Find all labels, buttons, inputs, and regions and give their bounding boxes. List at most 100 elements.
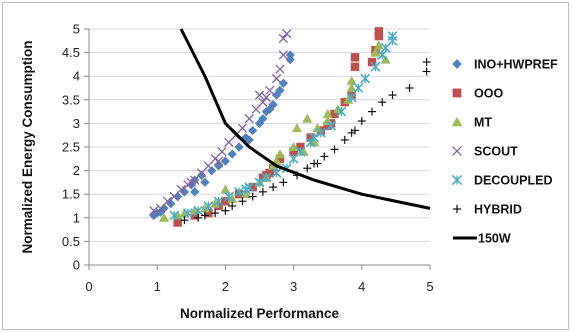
y-tick-label: 3.5 xyxy=(62,92,80,107)
x-axis-title: Normalized Performance xyxy=(180,306,340,321)
data-point-plus xyxy=(221,206,230,215)
data-point-star xyxy=(346,92,357,103)
legend-item: DECOUPLED xyxy=(451,174,552,188)
data-point-triangle xyxy=(322,108,333,118)
data-point-x xyxy=(261,92,271,103)
legend-marker-star xyxy=(451,174,463,186)
legend-label: INO+HWPREF xyxy=(474,58,558,72)
tick-labels: 0 0.5 1 1.5 2 2.5 3 3.5 4 4.5 5 0 1 2 3 4 5 xyxy=(62,22,434,295)
data-point-plus xyxy=(378,98,387,107)
data-point-x xyxy=(176,184,186,195)
y-tick-label: 1 xyxy=(73,210,80,225)
data-point-star xyxy=(326,120,337,131)
data-point-star xyxy=(254,177,265,188)
legend-item: MT xyxy=(451,116,492,130)
legend-label: OOO xyxy=(474,87,503,101)
data-point-plus xyxy=(200,211,209,220)
data-point-triangle xyxy=(343,94,354,104)
power-budget-line xyxy=(179,28,431,210)
data-point-star xyxy=(271,167,282,178)
data-point-square xyxy=(306,133,315,142)
data-point-plus xyxy=(279,178,288,187)
x-tick-label: 1 xyxy=(154,279,161,294)
data-point-star xyxy=(353,83,364,93)
data-point-star xyxy=(370,61,381,72)
data-point-diamond xyxy=(196,170,207,180)
x-tick-label: 4 xyxy=(358,279,365,294)
legend-label: HYBRID xyxy=(474,203,522,217)
grid-lines xyxy=(89,28,430,242)
data-point-x xyxy=(265,85,275,96)
data-point-square xyxy=(190,211,199,220)
data-point-star xyxy=(193,205,204,216)
data-point-triangle xyxy=(268,160,279,170)
y-tick-label: 2 xyxy=(73,163,80,178)
data-point-plus xyxy=(320,152,329,161)
data-point-square xyxy=(374,31,384,41)
legend-item: INO+HWPREF xyxy=(452,58,558,72)
data-point-triangle xyxy=(288,142,299,151)
data-point-x xyxy=(244,114,254,124)
x-tick-label: 3 xyxy=(290,279,297,294)
data-point-triangle xyxy=(322,116,333,126)
data-point-plus xyxy=(422,58,431,67)
legend-marker-x xyxy=(452,146,462,156)
legend-item: HYBRID xyxy=(452,203,522,217)
data-point-x xyxy=(258,97,268,107)
data-point-square xyxy=(296,142,305,152)
data-point-square xyxy=(221,197,230,206)
legend-label: MT xyxy=(474,116,492,130)
data-point-star xyxy=(223,191,234,202)
y-tick-label: 4.5 xyxy=(62,45,80,60)
data-point-triangle xyxy=(373,40,384,50)
data-point-x xyxy=(271,73,282,84)
data-point-triangle xyxy=(220,184,231,194)
y-tick-label: 2.5 xyxy=(62,140,80,155)
x-tick-label: 5 xyxy=(426,279,433,294)
y-tick-label: 5 xyxy=(73,22,80,37)
data-point-star xyxy=(360,73,371,84)
data-point-triangle xyxy=(159,212,170,222)
legend-item: SCOUT xyxy=(452,145,518,159)
data-point-star xyxy=(336,106,347,117)
data-point-plus xyxy=(180,216,189,225)
data-point-diamond xyxy=(268,99,278,110)
y-tick-label: 1.5 xyxy=(62,187,80,202)
data-point-plus xyxy=(211,209,220,218)
power-line xyxy=(179,28,431,210)
data-point-plus xyxy=(330,145,339,154)
data-points xyxy=(149,27,431,227)
data-point-diamond xyxy=(278,78,288,88)
data-point-x xyxy=(278,33,289,44)
data-point-plus xyxy=(350,126,359,135)
data-point-diamond xyxy=(275,85,285,95)
y-tick-label: 3 xyxy=(73,116,80,131)
data-point-star xyxy=(309,132,320,143)
data-point-diamond xyxy=(248,125,258,136)
data-point-plus xyxy=(258,187,267,196)
data-point-star xyxy=(240,184,251,195)
data-point-plus xyxy=(303,164,312,173)
data-point-triangle xyxy=(370,47,381,57)
data-point-square xyxy=(248,182,257,192)
data-point-x xyxy=(149,206,159,216)
data-point-x xyxy=(254,90,265,100)
data-point-triangle xyxy=(292,123,303,133)
data-point-diamond xyxy=(258,114,268,124)
data-point-plus xyxy=(238,197,247,206)
data-point-x xyxy=(275,64,285,74)
data-point-diamond xyxy=(285,50,295,60)
data-point-square xyxy=(173,218,182,227)
legend-item: OOO xyxy=(452,87,503,101)
legend-label: SCOUT xyxy=(474,145,518,159)
data-point-plus xyxy=(405,84,414,92)
x-tick-label: 2 xyxy=(222,279,229,294)
data-point-x xyxy=(162,196,173,206)
data-point-square xyxy=(367,57,377,67)
data-point-triangle xyxy=(312,123,323,133)
x-tick-label: 0 xyxy=(85,279,92,294)
data-point-diamond xyxy=(190,187,200,197)
scatter-chart: 0 0.5 1 1.5 2 2.5 3 3.5 4 4.5 5 0 1 2 3 4 5 INO+HWPREF OO… xyxy=(20,22,558,322)
data-point-diamond xyxy=(227,149,237,159)
data-point-triangle xyxy=(227,193,238,203)
